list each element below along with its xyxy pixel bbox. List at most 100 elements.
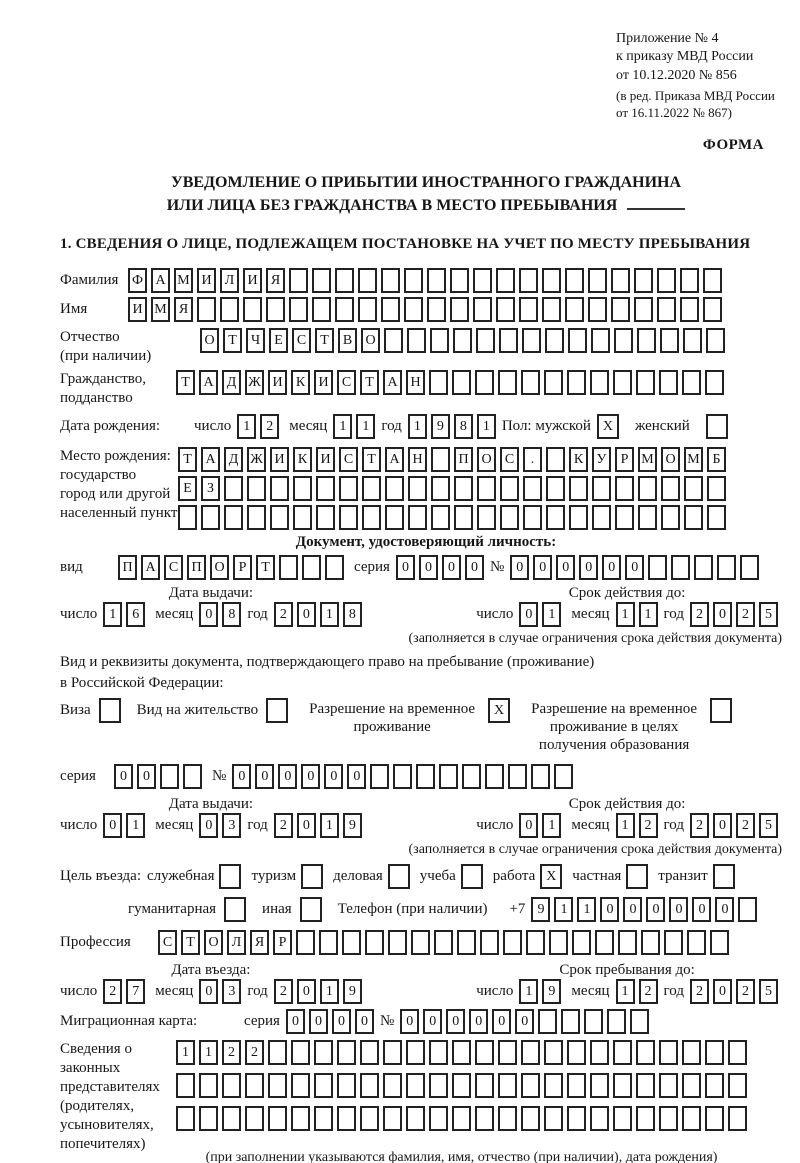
char-box[interactable] [682,1039,701,1065]
char-box[interactable] [590,1105,609,1131]
char-box[interactable]: 1 [554,896,574,922]
char-box[interactable] [500,505,519,531]
char-box[interactable]: З [201,476,220,502]
private-checkbox[interactable] [626,863,649,889]
char-box[interactable] [429,1039,448,1065]
char-box[interactable]: Р [615,447,634,473]
char-box[interactable] [544,1105,563,1131]
char-box[interactable] [657,268,676,294]
char-box[interactable] [659,370,678,396]
char-box[interactable]: О [361,328,380,354]
char-box[interactable] [485,764,505,790]
char-box[interactable]: Ч [246,328,265,354]
char-box[interactable] [457,929,476,955]
sex-female-checkbox[interactable] [705,414,728,440]
char-box[interactable]: 2 [245,1039,264,1065]
char-box[interactable] [475,1105,494,1131]
char-box[interactable]: К [291,370,310,396]
char-box[interactable]: 0 [301,764,321,790]
char-box[interactable]: Р [273,929,292,955]
char-box[interactable] [222,1105,241,1131]
char-box[interactable] [454,476,473,502]
char-box[interactable] [360,1105,379,1131]
char-box[interactable] [362,476,381,502]
char-box[interactable]: И [128,297,147,323]
humanitarian-checkbox[interactable] [224,896,247,922]
char-box[interactable] [544,1072,563,1098]
char-box[interactable] [358,268,377,294]
char-box[interactable]: М [684,447,703,473]
visa-checkbox[interactable] [98,698,121,724]
char-box[interactable] [199,1072,218,1098]
char-box[interactable] [296,929,315,955]
char-box[interactable] [452,370,471,396]
char-box[interactable]: 2 [638,978,658,1004]
char-box[interactable]: 0 [515,1008,535,1034]
char-box[interactable] [728,1039,747,1065]
char-box[interactable] [682,1105,701,1131]
temp-residence-education-checkbox[interactable] [710,698,733,724]
char-box[interactable]: В [338,328,357,354]
char-box[interactable]: 0 [278,764,298,790]
residence-permit-checkbox[interactable] [266,698,289,724]
char-box[interactable]: О [661,447,680,473]
char-box[interactable] [707,476,726,502]
char-box[interactable]: 1 [615,601,635,627]
char-box[interactable] [684,505,703,531]
char-box[interactable] [453,328,472,354]
char-box[interactable]: А [141,554,160,580]
char-box[interactable] [439,764,459,790]
char-box[interactable] [567,1039,586,1065]
char-box[interactable]: 0 [713,978,732,1004]
char-box[interactable] [526,929,545,955]
char-box[interactable] [682,370,701,396]
char-box[interactable] [224,476,243,502]
char-box[interactable]: 0 [255,764,275,790]
char-box[interactable] [302,554,321,580]
char-box[interactable]: М [638,447,657,473]
char-box[interactable] [545,328,564,354]
char-box[interactable] [496,268,515,294]
char-box[interactable] [365,929,384,955]
char-box[interactable] [561,1008,581,1034]
char-box[interactable]: Т [178,447,197,473]
char-box[interactable]: 1 [126,813,146,839]
char-box[interactable] [684,476,703,502]
char-box[interactable] [388,929,407,955]
char-box[interactable] [542,268,561,294]
char-box[interactable] [523,505,542,531]
char-box[interactable] [183,764,202,790]
char-box[interactable] [337,1039,356,1065]
char-box[interactable] [584,1008,604,1034]
char-box[interactable] [270,505,289,531]
char-box[interactable]: А [151,268,170,294]
char-box[interactable]: 5 [759,813,778,839]
char-box[interactable]: 2 [222,1039,241,1065]
char-box[interactable] [607,1008,627,1034]
char-box[interactable] [360,1072,379,1098]
char-box[interactable]: 1 [542,813,562,839]
char-box[interactable] [339,505,358,531]
char-box[interactable] [337,1072,356,1098]
char-box[interactable]: 0 [533,554,553,580]
char-box[interactable] [384,328,403,354]
char-box[interactable]: 0 [713,601,732,627]
char-box[interactable] [595,929,614,955]
char-box[interactable] [268,1072,287,1098]
char-box[interactable] [705,370,724,396]
char-box[interactable] [500,476,519,502]
char-box[interactable]: 0 [331,1008,351,1034]
char-box[interactable] [671,554,691,580]
char-box[interactable] [406,1039,425,1065]
title-blank-line[interactable] [627,194,686,211]
char-box[interactable] [682,1072,701,1098]
char-box[interactable]: 0 [669,896,689,922]
char-box[interactable] [293,505,312,531]
char-box[interactable] [383,1039,402,1065]
char-box[interactable]: 1 [519,978,539,1004]
char-box[interactable] [434,929,453,955]
char-box[interactable] [289,268,308,294]
char-box[interactable]: 1 [176,1039,195,1065]
char-box[interactable] [538,1008,558,1034]
char-box[interactable] [362,505,381,531]
